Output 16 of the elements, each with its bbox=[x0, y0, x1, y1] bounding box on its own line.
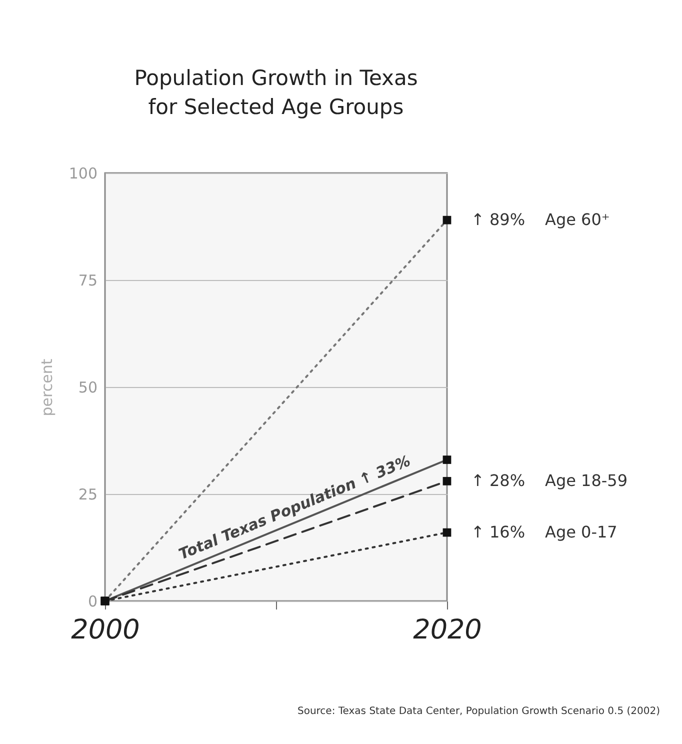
y-axis-title: percent bbox=[38, 358, 56, 416]
data-label: ↑ 16% bbox=[471, 522, 526, 542]
y-tick-label: 0 bbox=[88, 592, 98, 610]
y-tick-label: 25 bbox=[78, 486, 98, 504]
y-tick-label: 100 bbox=[68, 164, 98, 182]
y-tick-label: 75 bbox=[78, 272, 98, 290]
chart-title: Population Growth in Texas for Selected Age Groups bbox=[134, 66, 418, 119]
text: Age 60⁺ bbox=[545, 210, 610, 230]
x-tick-label: 2020 bbox=[413, 614, 482, 646]
data-label: ↑ 89% bbox=[471, 210, 526, 230]
text: Age 18-59 bbox=[545, 471, 628, 490]
source-note: Source: Texas State Data Center, Population Growth Scenario 0.5 (2002) bbox=[297, 706, 660, 717]
x-tick-label: 2000 bbox=[71, 614, 140, 646]
text: Age 0-17 bbox=[545, 522, 618, 542]
data-label: ↑ 28% bbox=[471, 471, 526, 490]
y-tick-label: 50 bbox=[78, 378, 98, 396]
